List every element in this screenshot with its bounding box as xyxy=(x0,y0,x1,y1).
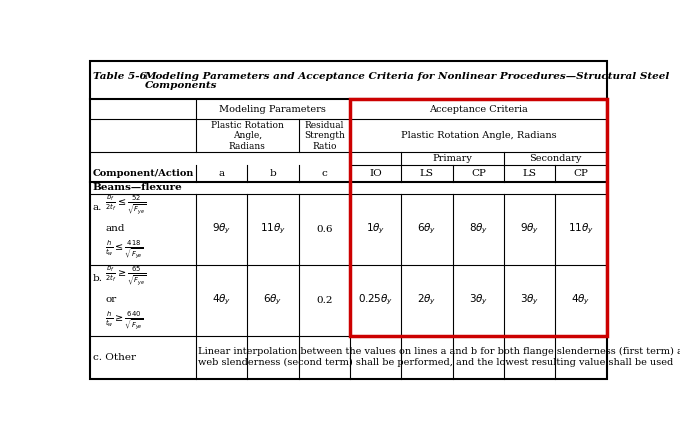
Text: Modeling Parameters and Acceptance Criteria for Nonlinear Procedures—Structural : Modeling Parameters and Acceptance Crite… xyxy=(145,72,670,81)
Text: $8\theta_y$: $8\theta_y$ xyxy=(469,222,488,236)
Text: $11\theta_y$: $11\theta_y$ xyxy=(260,222,286,236)
Text: $3\theta_y$: $3\theta_y$ xyxy=(520,293,539,307)
Text: $11\theta_y$: $11\theta_y$ xyxy=(568,222,594,236)
Text: or: or xyxy=(105,295,116,304)
Text: Plastic Rotation Angle, Radians: Plastic Rotation Angle, Radians xyxy=(401,131,556,140)
Text: CP: CP xyxy=(471,169,486,178)
Text: $6\theta_y$: $6\theta_y$ xyxy=(418,222,437,236)
Text: Plastic Rotation
Angle,
Radians: Plastic Rotation Angle, Radians xyxy=(211,121,284,151)
Text: $9\theta_y$: $9\theta_y$ xyxy=(520,222,539,236)
Text: IO: IO xyxy=(369,169,382,178)
Text: b: b xyxy=(269,169,276,178)
Text: Residual
Strength
Ratio: Residual Strength Ratio xyxy=(304,121,345,151)
Text: a: a xyxy=(218,169,224,178)
Text: and: and xyxy=(105,224,124,233)
Text: $1\theta_y$: $1\theta_y$ xyxy=(366,222,386,236)
Text: c. Other: c. Other xyxy=(93,353,136,362)
Text: 0.6: 0.6 xyxy=(316,224,333,233)
Bar xyxy=(350,100,607,335)
Text: $9\theta_y$: $9\theta_y$ xyxy=(212,222,231,236)
Text: $\frac{h}{t_w} \geq \frac{640}{\sqrt{F_{ye}}}$: $\frac{h}{t_w} \geq \frac{640}{\sqrt{F_{… xyxy=(105,310,144,333)
Text: $4\theta_y$: $4\theta_y$ xyxy=(571,293,591,307)
Text: CP: CP xyxy=(574,169,588,178)
Text: $\frac{h}{t_w} \leq \frac{418}{\sqrt{F_{ye}}}$: $\frac{h}{t_w} \leq \frac{418}{\sqrt{F_{… xyxy=(105,239,144,262)
Text: c: c xyxy=(322,169,327,178)
Text: 0.2: 0.2 xyxy=(316,296,333,305)
Text: Beams—flexure: Beams—flexure xyxy=(93,183,183,192)
Text: $0.25\theta_y$: $0.25\theta_y$ xyxy=(358,293,393,307)
Text: Acceptance Criteria: Acceptance Criteria xyxy=(429,105,528,114)
Text: Component/Action: Component/Action xyxy=(92,169,194,178)
Text: a.: a. xyxy=(93,203,102,212)
Text: Components: Components xyxy=(145,81,217,90)
Text: Primary: Primary xyxy=(432,154,473,163)
Text: Linear interpolation between the values on lines a and b for both flange slender: Linear interpolation between the values … xyxy=(199,347,680,356)
Text: LS: LS xyxy=(420,169,434,178)
Text: b.: b. xyxy=(93,274,103,283)
Text: $6\theta_y$: $6\theta_y$ xyxy=(263,293,283,307)
Text: Secondary: Secondary xyxy=(529,154,581,163)
Text: $\frac{b_f}{2t_f} \geq \frac{65}{\sqrt{F_{ye}}}$: $\frac{b_f}{2t_f} \geq \frac{65}{\sqrt{F… xyxy=(105,264,146,288)
Text: $\frac{b_f}{2t_f} \leq \frac{52}{\sqrt{F_{ye}}}$: $\frac{b_f}{2t_f} \leq \frac{52}{\sqrt{F… xyxy=(105,193,146,218)
Text: $3\theta_y$: $3\theta_y$ xyxy=(469,293,488,307)
Text: $2\theta_y$: $2\theta_y$ xyxy=(418,293,437,307)
Text: LS: LS xyxy=(523,169,537,178)
Text: $4\theta_y$: $4\theta_y$ xyxy=(212,293,231,307)
Text: Modeling Parameters: Modeling Parameters xyxy=(220,105,326,114)
Text: Table 5-6: Table 5-6 xyxy=(93,72,147,81)
Text: web slenderness (second term) shall be performed, and the lowest resulting value: web slenderness (second term) shall be p… xyxy=(199,357,674,366)
